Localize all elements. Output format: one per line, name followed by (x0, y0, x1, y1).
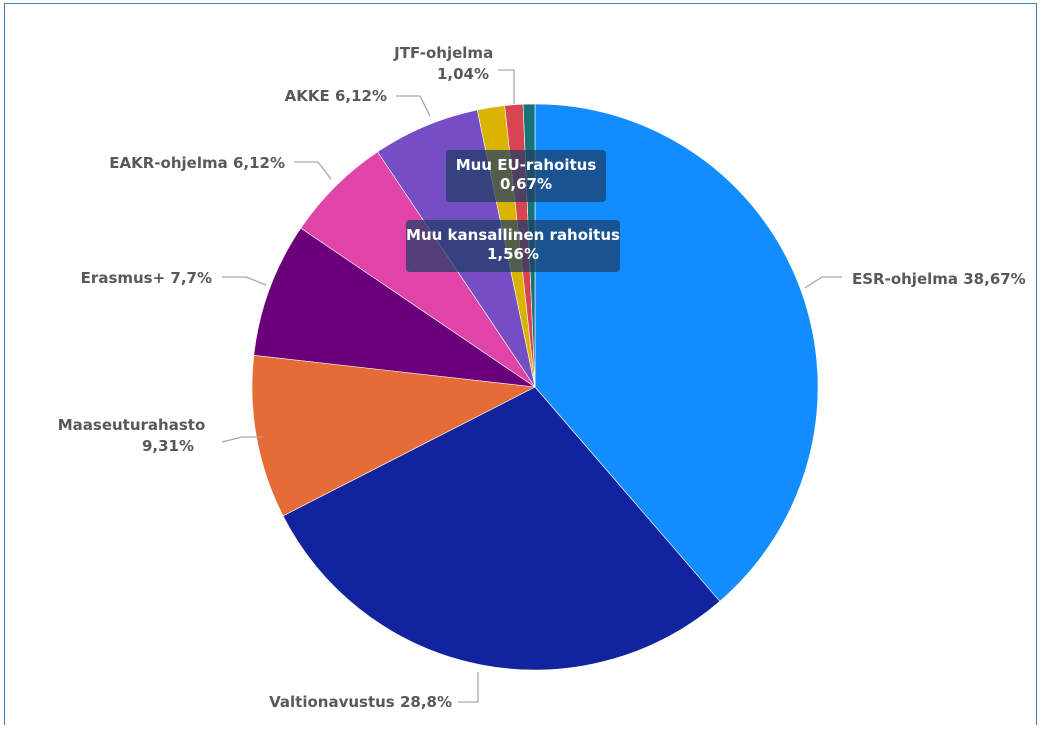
leader-line-maaseuturahasto (221, 436, 263, 443)
data-label-muu-eu-rahoitus: Muu EU-rahoitus 0,67% (456, 156, 597, 193)
data-label-valtionavustus: Valtionavustus 28,8% (269, 693, 452, 711)
data-label-box-muu-kansallinen-rahoitus (406, 220, 620, 272)
data-label-eakr-ohjelma: EAKR-ohjelma 6,12% (109, 154, 285, 172)
data-label-muu-kansallinen-rahoitus: Muu kansallinen rahoitus 1,56% (406, 226, 620, 263)
data-label-jtf-ohjelma: JTF-ohjelma 1,04% (393, 44, 493, 83)
data-label-erasmus: Erasmus+ 7,7% (81, 269, 212, 287)
pie-slice-maaseuturahasto[interactable] (251, 354, 537, 517)
pie-slice-valtionavustus[interactable] (282, 386, 721, 671)
leader-line-jtf-ohjelma (498, 69, 515, 104)
data-label-maaseuturahasto: Maaseuturahasto 9,31% (58, 416, 206, 455)
data-label-esr-ohjelma: ESR-ohjelma 38,67% (852, 270, 1026, 288)
leader-line-erasmus (222, 276, 267, 286)
pie-slice-erasmus[interactable] (253, 227, 536, 388)
leader-line-eakr-ohjelma (294, 161, 332, 180)
chart-frame (4, 3, 1037, 725)
data-label-akke: AKKE 6,12% (285, 87, 387, 105)
leader-line-valtionavustus (458, 672, 479, 703)
leader-line-esr-ohjelma (804, 276, 842, 289)
leader-line-akke (396, 95, 431, 117)
data-label-box-muu-eu-rahoitus (446, 150, 606, 202)
